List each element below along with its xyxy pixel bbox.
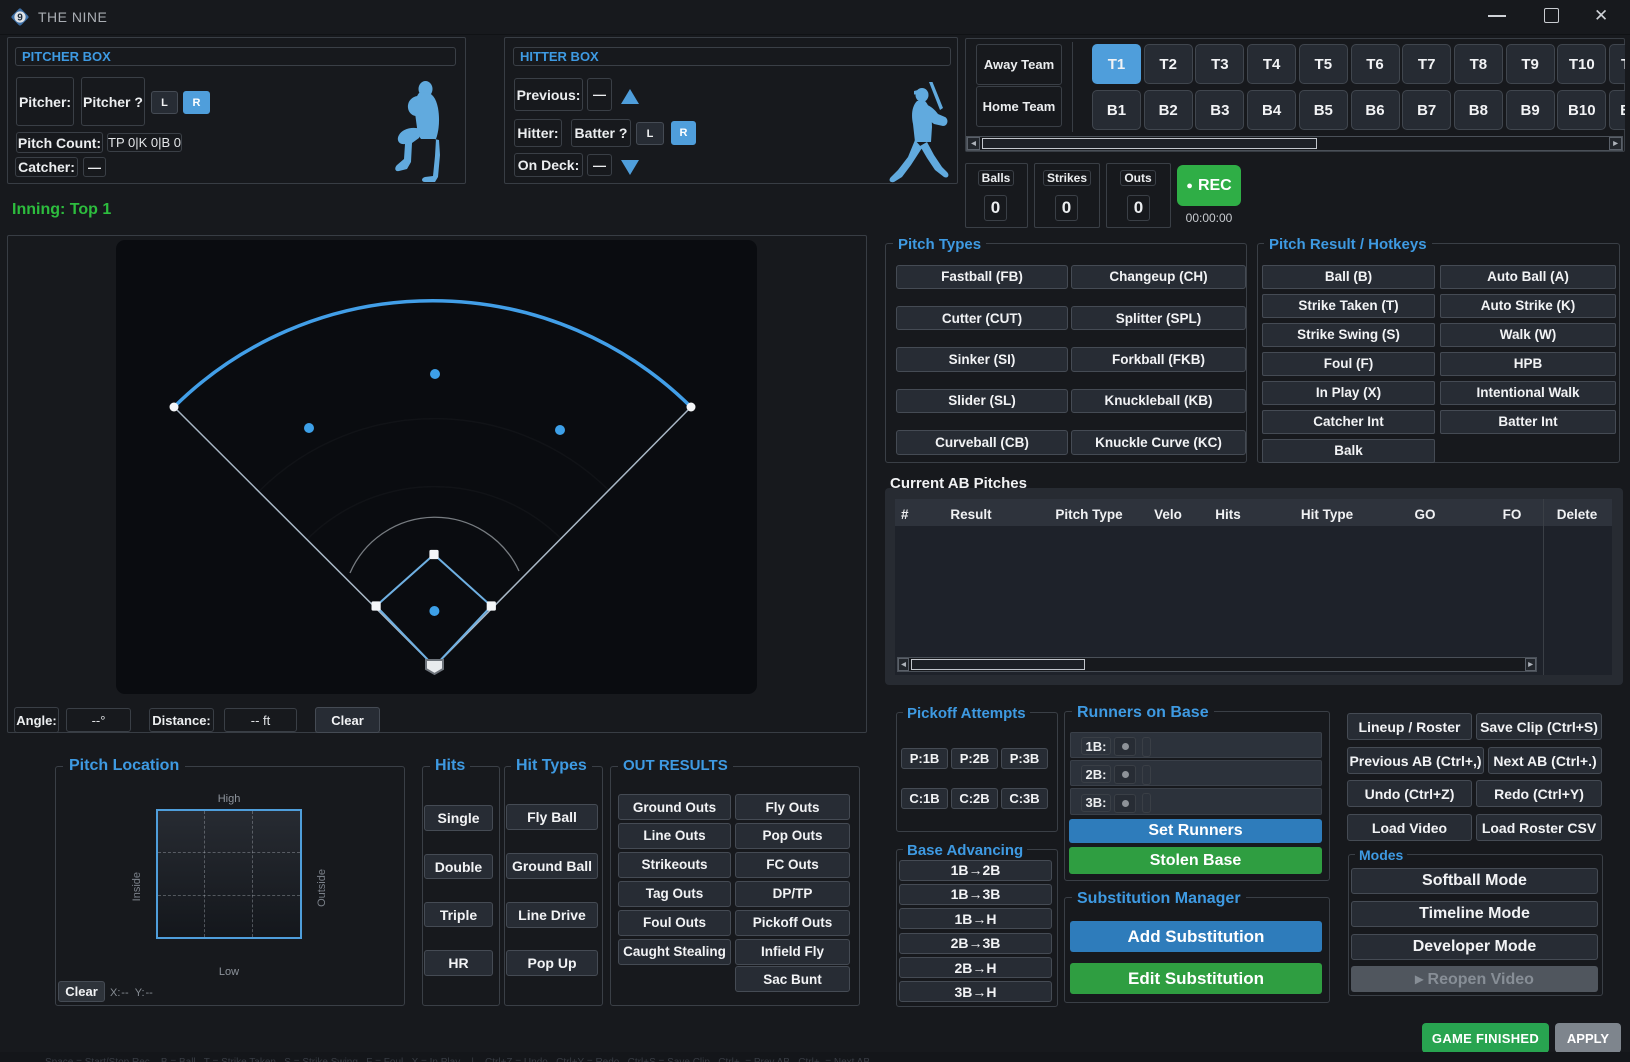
- svg-text:9: 9: [17, 13, 23, 24]
